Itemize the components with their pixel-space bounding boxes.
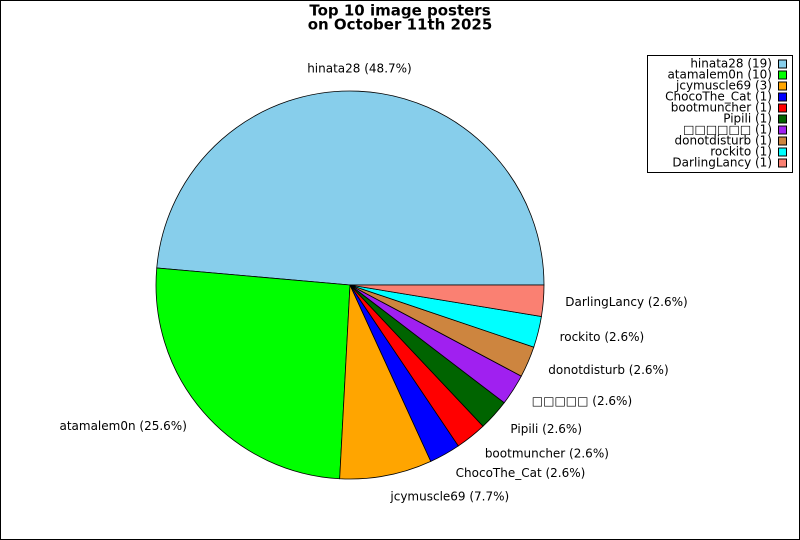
slice-label: ChocoThe_Cat (2.6%) bbox=[456, 466, 586, 480]
pie-slice bbox=[156, 90, 545, 286]
legend-swatch bbox=[778, 147, 787, 157]
legend-swatch bbox=[778, 136, 787, 146]
legend-label: atamalem0n (10) bbox=[667, 68, 772, 82]
legend-label: bootmuncher (1) bbox=[671, 101, 772, 115]
pie-slice bbox=[155, 267, 351, 480]
legend-swatch bbox=[778, 92, 787, 102]
legend-swatch bbox=[778, 114, 787, 124]
legend-swatch bbox=[778, 125, 787, 135]
legend-label: rockito (1) bbox=[710, 145, 772, 159]
slice-label: rockito (2.6%) bbox=[560, 330, 645, 344]
legend-label: □□□□□□ (1) bbox=[683, 123, 772, 137]
legend-label: jcymuscle69 (3) bbox=[675, 79, 772, 93]
legend-swatch bbox=[778, 70, 787, 80]
slice-label: Pipili (2.6%) bbox=[510, 422, 582, 436]
slice-label: DarlingLancy (2.6%) bbox=[565, 295, 687, 309]
legend-label: DarlingLancy (1) bbox=[672, 156, 772, 170]
slice-label: jcymuscle69 (7.7%) bbox=[389, 490, 509, 504]
legend-box bbox=[647, 55, 793, 173]
slice-label: donotdisturb (2.6%) bbox=[548, 363, 668, 377]
legend-swatch bbox=[778, 59, 787, 69]
legend-label: ChocoThe_Cat (1) bbox=[665, 90, 772, 104]
pie-slice bbox=[339, 284, 432, 480]
legend-label: hinata28 (19) bbox=[690, 57, 772, 71]
slice-label: bootmuncher (2.6%) bbox=[485, 446, 609, 460]
legend-label: Pipili (1) bbox=[723, 112, 772, 126]
legend-swatch bbox=[778, 158, 787, 168]
slice-label: atamalem0n (25.6%) bbox=[59, 419, 186, 433]
legend-swatch bbox=[778, 103, 787, 113]
pie-slice bbox=[349, 284, 545, 317]
legend-swatch bbox=[778, 81, 787, 91]
chart-title: on October 11th 2025 bbox=[308, 16, 493, 34]
chart-title: Top 10 image posters bbox=[309, 2, 490, 20]
slice-label: □□□□□ (2.6%) bbox=[532, 394, 632, 408]
slice-label: hinata28 (48.7%) bbox=[307, 62, 412, 76]
legend-label: donotdisturb (1) bbox=[675, 134, 773, 148]
